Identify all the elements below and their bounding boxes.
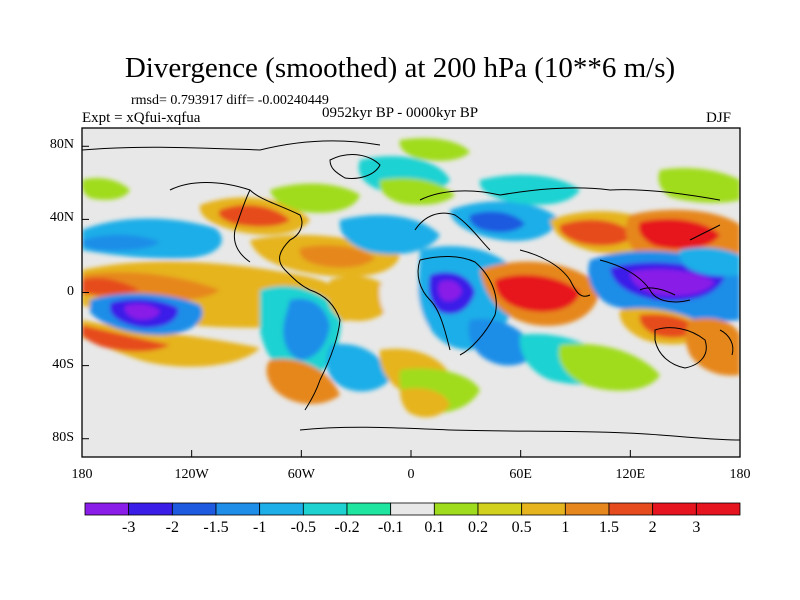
colorbar-label: 3	[692, 519, 701, 536]
y-tick-label: 0	[67, 283, 74, 299]
colorbar-label: -0.2	[334, 519, 360, 536]
colorbar	[84, 502, 741, 516]
colorbar-label: -0.1	[377, 519, 404, 536]
colorbar-swatch	[390, 502, 435, 516]
colorbar-swatch	[346, 502, 392, 516]
x-tick-label: 60E	[509, 467, 532, 482]
colorbar-swatch	[521, 502, 566, 516]
colorbar-label: -2	[165, 519, 179, 536]
x-tick-label: 120W	[174, 467, 209, 482]
x-tick-label: 60W	[287, 467, 315, 482]
colorbar-swatch	[695, 502, 741, 516]
season-label: DJF	[706, 110, 732, 126]
y-tick-label: 40N	[49, 210, 74, 226]
period-label: 0952kyr BP - 0000kyr BP	[322, 105, 479, 121]
colorbar-label: 0.1	[424, 519, 445, 536]
colorbar-swatch	[259, 502, 304, 516]
colorbar-label: 0.2	[468, 519, 488, 536]
colorbar-label: 1	[561, 519, 570, 536]
x-tick-label: 0	[407, 467, 415, 482]
x-tick-label: 120E	[615, 467, 646, 482]
colorbar-label: 0.5	[511, 519, 532, 536]
colorbar-swatch	[171, 502, 217, 516]
colorbar-label: -0.5	[290, 519, 316, 536]
y-tick-label: 80S	[52, 429, 74, 445]
colorbar-label: -1.5	[203, 519, 229, 536]
map-title: Divergence (smoothed) at 200 hPa (10**6 …	[124, 52, 676, 84]
colorbar-swatch	[652, 502, 697, 516]
colorbar-swatch	[608, 502, 654, 516]
x-tick-label: 180	[71, 467, 93, 482]
colorbar-swatch	[84, 502, 130, 516]
y-tick-label: 40S	[52, 356, 74, 372]
colorbar-swatch	[128, 502, 173, 516]
colorbar-swatch	[433, 502, 479, 516]
colorbar-swatch	[215, 502, 261, 516]
colorbar-label: 1.5	[599, 519, 619, 536]
colorbar-swatch	[302, 502, 348, 516]
coastlines	[82, 140, 740, 441]
colorbar-label: -1	[252, 519, 267, 536]
axis-ticks	[81, 145, 741, 457]
colorbar-swatch	[564, 502, 610, 516]
colorbar-label: -3	[121, 519, 136, 536]
colorbar-label: 2	[648, 519, 657, 536]
y-tick-label: 80N	[49, 137, 74, 153]
contour-field	[82, 128, 740, 457]
experiment-label: Expt = xQfui-xqfua	[82, 110, 201, 126]
stats-label: rmsd= 0.793917 diff= -0.00240449	[131, 93, 329, 108]
colorbar-swatch	[477, 502, 523, 516]
x-tick-label: 180	[729, 467, 751, 482]
